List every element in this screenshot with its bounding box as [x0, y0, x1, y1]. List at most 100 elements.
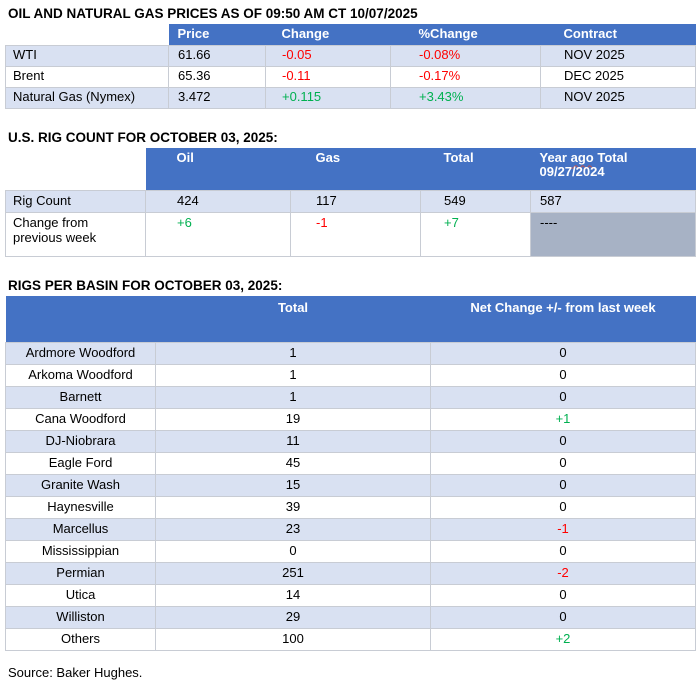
basin-net-change: 0 — [430, 539, 696, 563]
table-row: Marcellus 23 -1 — [5, 517, 696, 541]
table-row: Utica 14 0 — [5, 583, 696, 607]
basin-total: 1 — [155, 363, 431, 387]
rig-header-oil: Oil — [145, 147, 291, 191]
rig-count-table: Oil Gas Total Year ago Total 09/27/2024 … — [5, 147, 696, 257]
table-row: WTI 61.66 -0.05 -0.08% NOV 2025 — [5, 44, 696, 67]
basin-total: 0 — [155, 539, 431, 563]
prices-header-blank — [6, 24, 169, 45]
price-cell: 65.36 — [168, 65, 266, 88]
prices-header-contract: Contract — [540, 24, 696, 45]
basin-total: 15 — [155, 473, 431, 497]
rig-row-label: Change from previous week — [5, 212, 146, 257]
basin-name: Williston — [5, 605, 156, 629]
rig-oil-cell: +6 — [145, 212, 291, 257]
table-row: Natural Gas (Nymex) 3.472 +0.115 +3.43% … — [5, 86, 696, 109]
table-row: Arkoma Woodford 1 0 — [5, 363, 696, 387]
change-cell: -0.05 — [265, 44, 391, 67]
contract-cell: NOV 2025 — [540, 44, 696, 67]
rig-year-ago-cell: ---- — [530, 212, 696, 257]
basins-header-blank — [5, 296, 156, 342]
prices-header-change: Change — [265, 24, 391, 45]
basin-name: Haynesville — [5, 495, 156, 519]
basin-net-change: -2 — [430, 561, 696, 585]
basin-name: Utica — [5, 583, 156, 607]
prices-title: OIL AND NATURAL GAS PRICES AS OF 09:50 A… — [8, 6, 418, 21]
table-row: Eagle Ford 45 0 — [5, 451, 696, 475]
table-row: Rig Count 424 117 549 587 — [5, 190, 696, 213]
table-row: Granite Wash 15 0 — [5, 473, 696, 497]
basin-net-change: 0 — [430, 429, 696, 453]
basin-net-change: 0 — [430, 583, 696, 607]
rig-oil-cell: 424 — [145, 190, 291, 213]
basin-total: 45 — [155, 451, 431, 475]
table-row: Haynesville 39 0 — [5, 495, 696, 519]
basins-header-total: Total — [155, 296, 431, 342]
rig-gas-cell: 117 — [290, 190, 421, 213]
table-row: Brent 65.36 -0.11 -0.17% DEC 2025 — [5, 65, 696, 88]
table-row: Mississippian 0 0 — [5, 539, 696, 563]
year-ago-word-underlined: ago — [570, 149, 594, 165]
price-cell: 3.472 — [168, 86, 266, 109]
basin-name: Barnett — [5, 385, 156, 409]
rig-year-ago-cell: 587 — [530, 190, 696, 213]
basin-name: Granite Wash — [5, 473, 156, 497]
rig-gas-cell: -1 — [290, 212, 421, 257]
rig-header-blank — [6, 148, 146, 191]
rig-count-title: U.S. RIG COUNT FOR OCTOBER 03, 2025: — [8, 129, 278, 145]
basins-title: RIGS PER BASIN FOR OCTOBER 03, 2025: — [8, 278, 283, 293]
change-cell: +0.115 — [265, 86, 391, 109]
basin-total: 1 — [155, 385, 431, 409]
table-row: Change from previous week +6 -1 +7 ---- — [5, 212, 696, 257]
basin-total: 11 — [155, 429, 431, 453]
year-ago-word: Year — [539, 149, 567, 165]
table-row: Ardmore Woodford 1 0 — [5, 341, 696, 365]
basin-name: Marcellus — [5, 517, 156, 541]
commodity-name: Brent — [5, 65, 169, 88]
prices-header-price: Price — [168, 24, 266, 45]
basin-total: 100 — [155, 627, 431, 651]
basins-header-row: Total Net Change +/- from last week — [5, 296, 696, 342]
basin-net-change: 0 — [430, 363, 696, 387]
basin-name: Others — [5, 627, 156, 651]
basin-net-change: 0 — [430, 473, 696, 497]
basin-net-change: 0 — [430, 451, 696, 475]
commodity-name: Natural Gas (Nymex) — [5, 86, 169, 109]
basin-name: Eagle Ford — [5, 451, 156, 475]
prices-header-row: Price Change %Change Contract — [6, 24, 696, 45]
basin-net-change: -1 — [430, 517, 696, 541]
rig-header-total: Total — [420, 147, 531, 191]
basin-net-change: +2 — [430, 627, 696, 651]
table-row: DJ-Niobrara 11 0 — [5, 429, 696, 453]
rig-total-cell: +7 — [420, 212, 531, 257]
table-row: Barnett 1 0 — [5, 385, 696, 409]
basin-total: 19 — [155, 407, 431, 431]
prices-header-pct-change: %Change — [390, 24, 541, 45]
rig-header-year-ago: Year ago Total 09/27/2024 — [530, 147, 696, 191]
basin-net-change: 0 — [430, 385, 696, 409]
basin-name: Ardmore Woodford — [5, 341, 156, 365]
basin-total: 14 — [155, 583, 431, 607]
basins-header-net-change: Net Change +/- from last week — [430, 296, 696, 342]
year-ago-header-date: 09/27/2024 — [539, 164, 605, 180]
contract-cell: NOV 2025 — [540, 86, 696, 109]
basins-table: Total Net Change +/- from last week Ardm… — [5, 296, 696, 651]
basin-total: 1 — [155, 341, 431, 365]
rig-count-header-row: Oil Gas Total Year ago Total 09/27/2024 — [6, 147, 696, 191]
basin-total: 251 — [155, 561, 431, 585]
pct-change-cell: -0.08% — [390, 44, 541, 67]
basin-net-change: +1 — [430, 407, 696, 431]
commodity-name: WTI — [5, 44, 169, 67]
change-cell: -0.11 — [265, 65, 391, 88]
rig-total-cell: 549 — [420, 190, 531, 213]
basin-net-change: 0 — [430, 495, 696, 519]
basin-name: Cana Woodford — [5, 407, 156, 431]
price-cell: 61.66 — [168, 44, 266, 67]
year-ago-header-line1: Year ago Total — [539, 149, 690, 166]
basin-total: 29 — [155, 605, 431, 629]
basin-net-change: 0 — [430, 605, 696, 629]
basin-name: Mississippian — [5, 539, 156, 563]
year-ago-word: Total — [597, 149, 628, 165]
contract-cell: DEC 2025 — [540, 65, 696, 88]
source-note: Source: Baker Hughes. — [8, 664, 143, 680]
